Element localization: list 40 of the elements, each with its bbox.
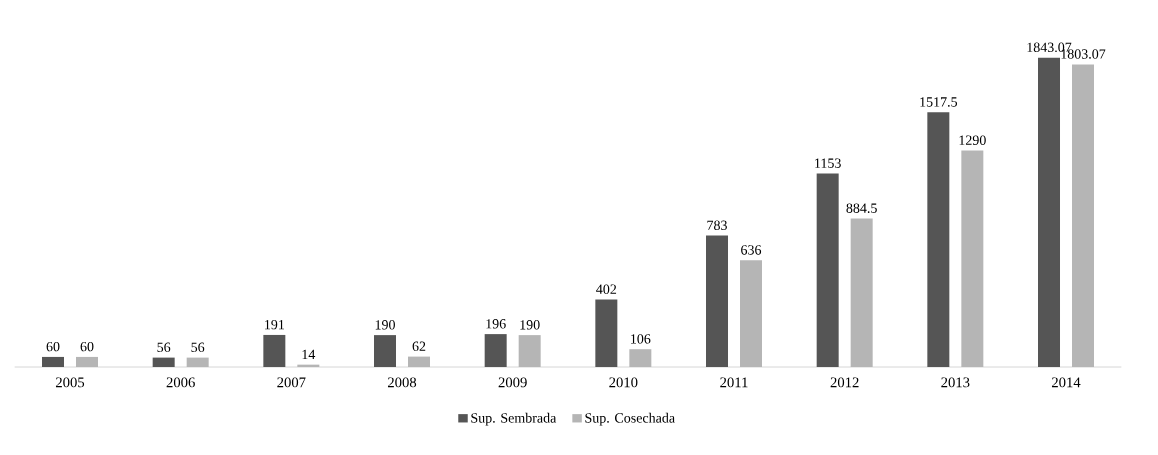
bar	[374, 335, 397, 367]
legend-label: Sup. Sembrada	[471, 412, 557, 426]
data-label: 60	[46, 341, 60, 352]
bar	[484, 334, 507, 367]
legend-label: Sup. Cosechada	[585, 412, 675, 426]
bar	[1038, 57, 1061, 367]
x-tick-label: 2012	[830, 377, 859, 388]
data-label: 190	[375, 320, 395, 330]
data-label: 1153	[815, 158, 841, 168]
data-label: 62	[412, 341, 426, 351]
data-label: 783	[707, 220, 727, 230]
bar	[595, 299, 618, 367]
bar	[816, 173, 839, 367]
data-label: 402	[596, 284, 617, 294]
x-tick-label: 2007	[277, 377, 306, 388]
data-label: 106	[631, 334, 651, 344]
bar	[152, 357, 175, 367]
data-label: 1290	[959, 135, 986, 145]
data-label: 636	[741, 245, 762, 255]
data-label: 196	[486, 319, 506, 329]
x-tick-label: 2005	[55, 377, 85, 388]
data-label: 14	[302, 349, 316, 360]
bar	[263, 334, 286, 367]
bar	[927, 112, 950, 367]
data-label: 191	[265, 319, 284, 330]
data-label: 56	[157, 342, 171, 353]
x-tick-label: 2014	[1051, 377, 1081, 388]
x-tick-label: 2013	[941, 377, 970, 388]
data-label: 56	[191, 342, 205, 353]
x-tick-label: 2011	[720, 377, 748, 388]
data-label: 60	[80, 341, 94, 352]
bar	[706, 235, 729, 367]
data-label: 884.5	[846, 203, 877, 213]
x-tick-label: 2008	[387, 377, 417, 388]
x-tick-label: 2010	[609, 377, 638, 388]
x-tick-label: 2009	[498, 377, 527, 388]
bar	[42, 356, 64, 367]
data-label: 190	[520, 320, 540, 330]
x-tick-label: 2006	[166, 377, 195, 388]
data-label: 1517.5	[920, 97, 958, 107]
